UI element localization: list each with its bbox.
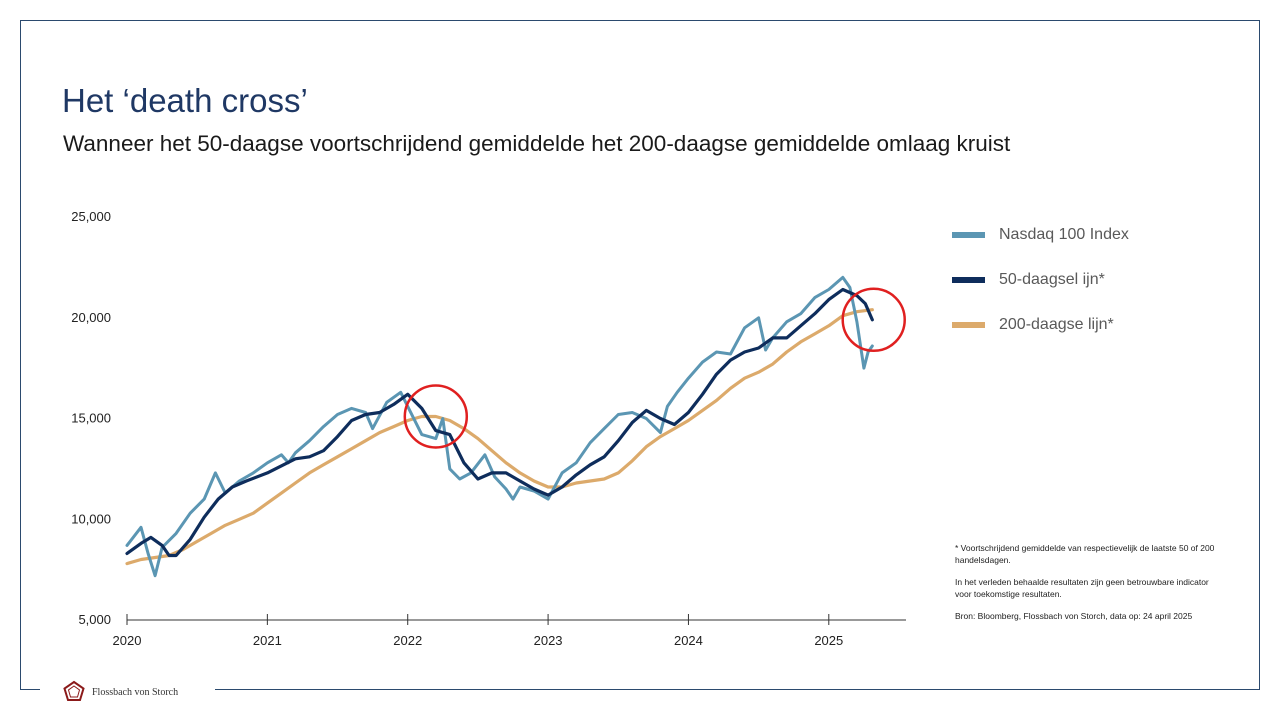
legend-label-50-day: 50-daagsel ijn* [999,270,1105,288]
x-tick-label: 2021 [253,633,282,648]
logo-text: Flossbach von Storch [92,686,179,698]
x-tick-label: 2022 [393,633,422,648]
slide-frame [20,20,1260,690]
y-tick-label: 10,000 [71,511,111,526]
footnote-text: * Voortschrijdend gemiddelde van respect… [955,543,1215,565]
death-cross-circle-1 [403,384,469,449]
y-tick-label: 5,000 [78,612,111,627]
series-line-1 [125,287,874,558]
series-line-2 [125,308,874,566]
legend-item-50-day: 50-daagsel ijn* [952,257,1129,302]
y-tick-label: 15,000 [71,411,111,426]
company-logo: Flossbach von Storch [62,680,178,704]
logo-icon [63,680,85,701]
series-line-0 [125,275,874,578]
legend-label-nasdaq: Nasdaq 100 Index [999,225,1129,243]
y-tick-label: 25,000 [71,209,111,224]
x-tick-label: 2020 [113,633,142,648]
disclaimer-text: In het verleden behaalde resultaten zijn… [955,577,1209,599]
x-tick-label: 2024 [674,633,703,648]
y-tick-label: 20,000 [71,310,111,325]
x-tick-label: 2025 [814,633,843,648]
legend-label-200-day: 200-daagse lijn* [999,315,1114,333]
legend-swatch-nasdaq [952,231,985,238]
death-cross-circle-2 [841,287,906,353]
x-tick-label: 2023 [534,633,563,648]
page-subtitle: Wanneer het 50-daagse voortschrijdend ge… [63,131,1011,156]
footer-gap [40,683,215,695]
chart-legend: Nasdaq 100 Index 50-daagsel ijn* 200-daa… [952,212,1129,347]
legend-item-nasdaq: Nasdaq 100 Index [952,212,1129,257]
legend-swatch-200-day [952,321,985,328]
page-title: Het ‘death cross’ [62,82,308,119]
chart-notes: * Voortschrijdend gemiddelde van respect… [955,542,1225,632]
legend-item-200-day: 200-daagse lijn* [952,302,1129,347]
legend-swatch-50-day [952,276,985,283]
source-text: Bron: Bloomberg, Flossbach von Storch, d… [955,611,1193,621]
